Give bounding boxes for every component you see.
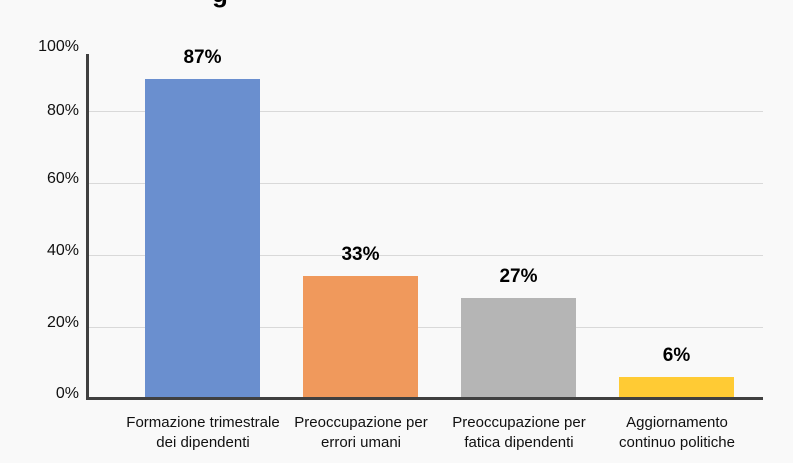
y-tick-60: 60% <box>46 170 79 187</box>
category-label-3: Aggiornamento continuo politiche <box>592 413 762 453</box>
bar-1 <box>303 276 418 398</box>
gridline-60 <box>88 183 763 184</box>
gridline-40 <box>88 255 763 256</box>
category-label-2: Preoccupazione per fatica dipendenti <box>434 413 604 453</box>
category-label-1-line-2: errori umani <box>320 434 402 451</box>
bar-0 <box>145 79 260 398</box>
category-label-0-line-2: dei dipendenti <box>156 434 250 451</box>
category-label-3-line-1: Aggiornamento <box>626 414 728 431</box>
category-label-1: Preoccupazione per errori umani <box>276 413 446 453</box>
y-tick-80: 80% <box>46 102 79 119</box>
y-tick-20: 20% <box>46 314 79 331</box>
category-label-2-line-1: Preoccupazione per <box>452 414 586 431</box>
category-label-3-line-2: continuo politiche <box>619 434 735 451</box>
value-label-3: 6% <box>662 345 691 366</box>
x-axis-line <box>86 397 763 400</box>
value-label-1: 33% <box>341 244 380 265</box>
y-tick-40: 40% <box>46 242 79 259</box>
value-label-2: 27% <box>499 266 538 287</box>
value-label-0: 87% <box>183 47 222 68</box>
gridline-80 <box>88 111 763 112</box>
gridline-20 <box>88 327 763 328</box>
category-label-0: Formazione trimestrale dei dipendenti <box>118 413 288 453</box>
chart-title-cropped: g <box>212 0 232 9</box>
bar-3 <box>619 377 734 398</box>
bar-2 <box>461 298 576 398</box>
category-label-0-line-1: Formazione trimestrale <box>126 414 280 431</box>
y-axis-line <box>86 54 89 400</box>
category-label-1-line-1: Preoccupazione per <box>294 414 428 431</box>
y-tick-0: 0% <box>55 385 79 402</box>
category-label-2-line-2: fatica dipendenti <box>464 434 574 451</box>
y-tick-100: 100% <box>38 38 79 55</box>
